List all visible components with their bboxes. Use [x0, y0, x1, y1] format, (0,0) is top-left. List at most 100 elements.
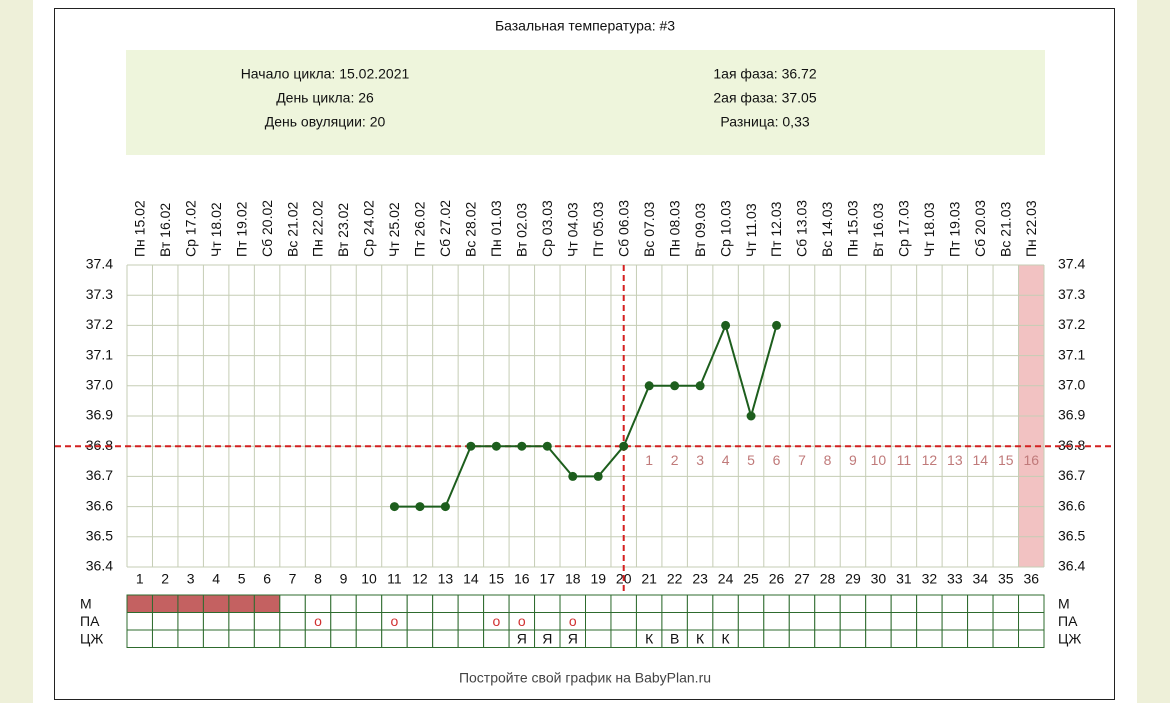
- row-cell-text: К: [645, 630, 654, 646]
- row-cell: [279, 612, 306, 631]
- day-label: 25: [743, 571, 759, 587]
- row-cell: [483, 629, 510, 648]
- row-cell: [865, 594, 892, 613]
- row-cell: [432, 629, 459, 648]
- row-cell: [635, 594, 663, 613]
- date-label: Вт 16.03: [870, 203, 886, 257]
- date-label: Ср 24.02: [361, 200, 377, 257]
- row-cell: [330, 594, 357, 613]
- date-label: Сб 06.03: [615, 200, 631, 257]
- day-label: 5: [238, 571, 246, 587]
- row-cell-text: К: [722, 630, 731, 646]
- date-label: Пн 22.03: [1023, 200, 1039, 257]
- date-label: Пт 19.03: [947, 201, 963, 257]
- footer: Постройте свой график на BabyPlan.ru: [459, 670, 711, 686]
- info-text: 2ая фаза: 37.05: [713, 90, 816, 106]
- day-label: 21: [641, 571, 657, 587]
- row-cell-text: о: [569, 613, 577, 629]
- day-label: 6: [263, 571, 271, 587]
- luteal-day: 10: [871, 452, 887, 468]
- y-tick-label: 37.0: [86, 377, 113, 393]
- date-label: Сб 20.02: [259, 200, 275, 257]
- y-tick-label: 36.5: [86, 528, 113, 544]
- row-cell: [228, 612, 255, 631]
- row-cell: [788, 594, 816, 613]
- row-cell: [737, 612, 765, 631]
- temperature-point: [721, 320, 731, 330]
- row-cell: [916, 612, 943, 631]
- row-cell: [890, 629, 918, 648]
- row-cell: [355, 594, 383, 613]
- date-label: Сб 20.03: [972, 200, 988, 257]
- row-cell: [432, 612, 459, 631]
- day-label: 22: [667, 571, 683, 587]
- row-cell: [941, 594, 969, 613]
- temperature-point: [491, 441, 501, 451]
- y-tick-label-right: 37.1: [1058, 346, 1085, 362]
- day-label: 12: [412, 571, 428, 587]
- row-cell: [890, 594, 918, 613]
- row-cell: [992, 594, 1020, 613]
- day-label: 4: [212, 571, 220, 587]
- y-tick-label-right: 37.3: [1058, 286, 1085, 302]
- row-cell-text: Я: [542, 630, 552, 646]
- row-cell: [839, 594, 867, 613]
- y-tick-label: 37.2: [86, 316, 113, 332]
- row-cell: [814, 629, 841, 648]
- row-cell-text: о: [314, 613, 322, 629]
- y-tick-label-right: 36.4: [1058, 558, 1085, 574]
- row-cell: [253, 629, 281, 648]
- row-cell: [279, 629, 306, 648]
- row-cell: [585, 612, 612, 631]
- date-label: Чт 25.02: [386, 202, 402, 257]
- row-cell: [610, 612, 637, 631]
- info-text: День овуляции: 20: [265, 114, 386, 130]
- temperature-point: [466, 441, 476, 451]
- y-tick-label-right: 36.7: [1058, 467, 1085, 483]
- row-cell: [279, 594, 306, 613]
- row-cell: [177, 612, 204, 631]
- date-label: Вт 23.02: [335, 203, 351, 257]
- luteal-day: 3: [696, 452, 704, 468]
- day-label: 32: [922, 571, 938, 587]
- y-tick-label: 37.3: [86, 286, 113, 302]
- row-cell: [202, 612, 230, 631]
- row-cell: [355, 612, 383, 631]
- luteal-day: 13: [947, 452, 963, 468]
- luteal-day: 8: [824, 452, 832, 468]
- luteal-day: 9: [849, 452, 857, 468]
- row-cell: [483, 594, 510, 613]
- row-cell: [839, 629, 867, 648]
- day-label: 1: [136, 571, 144, 587]
- date-label: Пн 22.02: [310, 200, 326, 257]
- y-tick-label-right: 36.8: [1058, 437, 1085, 453]
- row-cell: [406, 612, 434, 631]
- row-cell: [610, 629, 637, 648]
- day-label: 26: [769, 571, 785, 587]
- day-label: 7: [289, 571, 297, 587]
- date-label: Сб 27.02: [437, 200, 453, 257]
- y-tick-label: 37.1: [86, 346, 113, 362]
- luteal-day: 15: [998, 452, 1014, 468]
- row-cell: [559, 594, 586, 613]
- row-cell: [406, 594, 434, 613]
- date-label: Чт 04.03: [564, 202, 580, 257]
- row-cell: [253, 594, 281, 613]
- row-cell: [712, 594, 739, 613]
- temperature-point: [695, 381, 705, 391]
- y-tick-label-right: 37.2: [1058, 316, 1085, 332]
- row-cell: [763, 594, 790, 613]
- temperature-point: [415, 502, 425, 512]
- row-cell: [508, 594, 536, 613]
- day-label: 11: [387, 571, 402, 587]
- date-label: Пн 08.03: [666, 200, 682, 257]
- row-cell: [457, 629, 485, 648]
- day-label: 24: [718, 571, 734, 587]
- day-label: 10: [361, 571, 377, 587]
- day-label: 31: [896, 571, 912, 587]
- row-cell: [202, 629, 230, 648]
- row-cell: [1018, 629, 1045, 648]
- row-cell: [253, 612, 281, 631]
- day-label: 34: [973, 571, 989, 587]
